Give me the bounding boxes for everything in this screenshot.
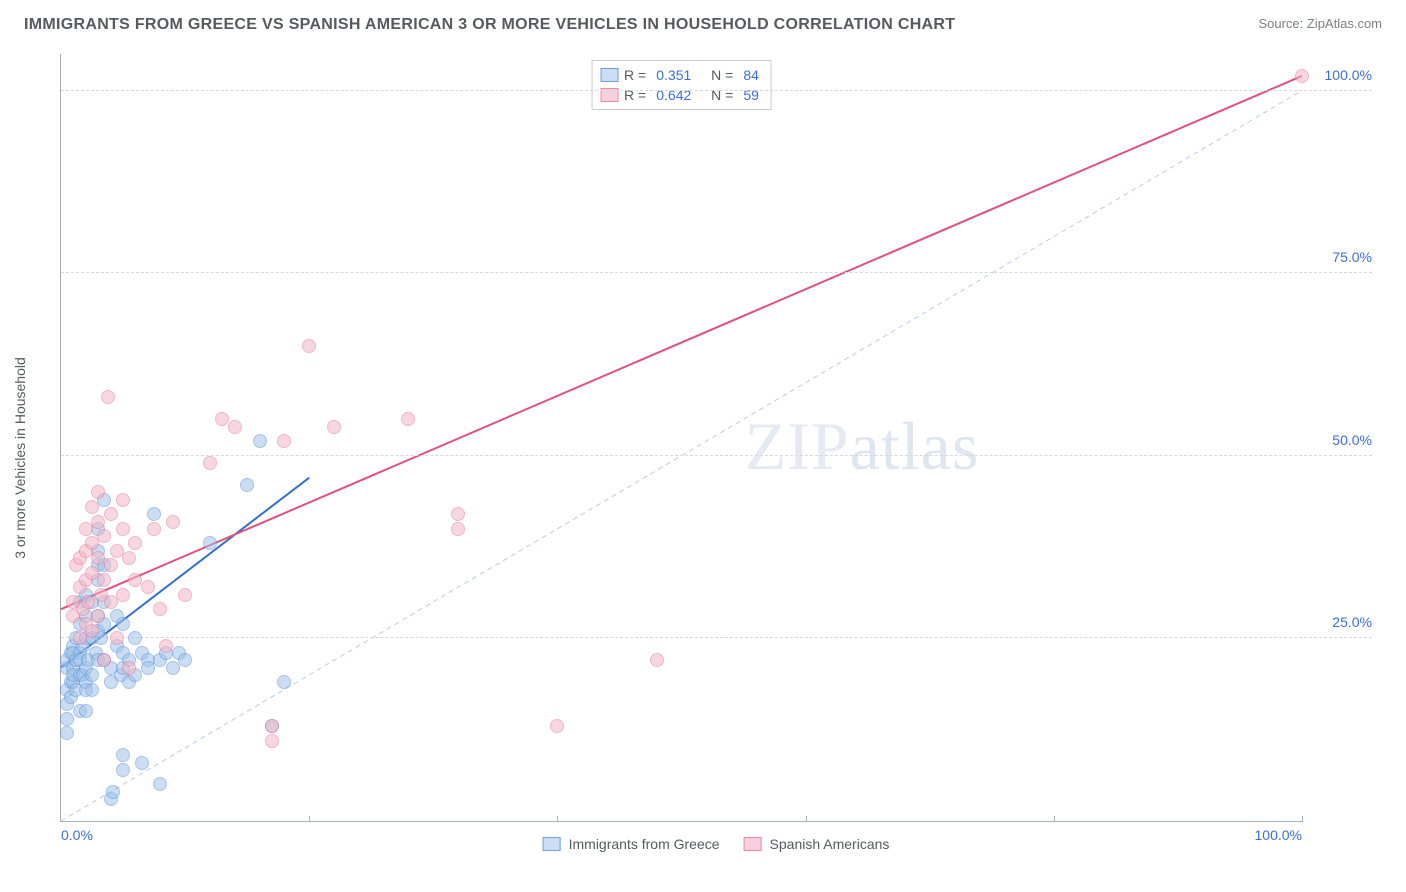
- x-tick-label: 0.0%: [61, 827, 93, 843]
- scatter-point-spanish: [122, 551, 136, 565]
- scatter-point-greece: [60, 726, 74, 740]
- scatter-point-spanish: [159, 639, 173, 653]
- scatter-point-spanish: [91, 609, 105, 623]
- header: IMMIGRANTS FROM GREECE VS SPANISH AMERIC…: [0, 0, 1406, 34]
- scatter-point-spanish: [277, 434, 291, 448]
- y-axis-label: 3 or more Vehicles in Household: [12, 357, 28, 559]
- gridline-v: [309, 816, 310, 822]
- watermark-text-b: atlas: [850, 408, 980, 484]
- scatter-point-spanish: [101, 390, 115, 404]
- scatter-point-greece: [116, 617, 130, 631]
- scatter-point-spanish: [327, 420, 341, 434]
- scatter-point-spanish: [85, 500, 99, 514]
- plot-area: ZIPatlas R = 0.351 N = 84 R = 0.642 N = …: [60, 54, 1302, 822]
- scatter-point-spanish: [110, 631, 124, 645]
- gridline-h: [61, 272, 1372, 273]
- r-label: R =: [624, 65, 646, 85]
- scatter-point-spanish: [97, 653, 111, 667]
- scatter-point-spanish: [141, 580, 155, 594]
- scatter-point-greece: [116, 763, 130, 777]
- n-label: N =: [711, 65, 733, 85]
- swatch-greece: [600, 68, 618, 82]
- scatter-point-greece: [85, 668, 99, 682]
- watermark-text-a: ZIP: [745, 408, 850, 484]
- r-label: R =: [624, 85, 646, 105]
- scatter-point-spanish: [97, 573, 111, 587]
- scatter-point-spanish: [650, 653, 664, 667]
- source-attribution: Source: ZipAtlas.com: [1258, 16, 1382, 31]
- n-value-greece: 84: [743, 65, 759, 85]
- y-tick-label: 100.0%: [1312, 67, 1372, 83]
- scatter-point-spanish: [104, 507, 118, 521]
- scatter-point-spanish: [153, 602, 167, 616]
- legend-label-spanish: Spanish Americans: [770, 836, 890, 852]
- scatter-point-spanish: [1295, 69, 1309, 83]
- gridline-v: [1302, 816, 1303, 822]
- scatter-point-greece: [203, 536, 217, 550]
- scatter-point-spanish: [203, 456, 217, 470]
- gridline-h: [61, 455, 1372, 456]
- chart-title: IMMIGRANTS FROM GREECE VS SPANISH AMERIC…: [24, 16, 955, 34]
- y-tick-label: 75.0%: [1312, 249, 1372, 265]
- scatter-point-spanish: [178, 588, 192, 602]
- scatter-point-greece: [79, 704, 93, 718]
- gridline-v: [1054, 816, 1055, 822]
- scatter-point-greece: [116, 748, 130, 762]
- scatter-point-spanish: [401, 412, 415, 426]
- gridline-h: [61, 637, 1372, 638]
- scatter-point-spanish: [302, 339, 316, 353]
- scatter-point-spanish: [128, 536, 142, 550]
- gridline-h: [61, 90, 1372, 91]
- chart-container: 3 or more Vehicles in Household ZIPatlas…: [50, 54, 1382, 862]
- scatter-point-spanish: [85, 624, 99, 638]
- scatter-point-spanish: [550, 719, 564, 733]
- legend-item-spanish: Spanish Americans: [744, 836, 890, 852]
- r-value-spanish: 0.642: [656, 85, 691, 105]
- scatter-point-spanish: [116, 493, 130, 507]
- y-tick-label: 25.0%: [1312, 614, 1372, 630]
- n-label: N =: [711, 85, 733, 105]
- scatter-point-spanish: [166, 515, 180, 529]
- scatter-point-greece: [147, 507, 161, 521]
- gridline-v: [806, 816, 807, 822]
- scatter-point-spanish: [228, 420, 242, 434]
- scatter-point-greece: [240, 478, 254, 492]
- swatch-greece: [543, 837, 561, 851]
- scatter-point-spanish: [451, 522, 465, 536]
- scatter-point-spanish: [116, 588, 130, 602]
- legend-item-greece: Immigrants from Greece: [543, 836, 720, 852]
- y-tick-label: 50.0%: [1312, 432, 1372, 448]
- trend-lines-layer: [61, 54, 1302, 821]
- scatter-point-spanish: [265, 719, 279, 733]
- watermark: ZIPatlas: [745, 407, 980, 486]
- x-tick-label: 100.0%: [1255, 827, 1302, 843]
- swatch-spanish: [744, 837, 762, 851]
- scatter-point-greece: [277, 675, 291, 689]
- scatter-point-greece: [85, 683, 99, 697]
- scatter-point-spanish: [91, 485, 105, 499]
- gridline-v: [557, 816, 558, 822]
- n-value-spanish: 59: [743, 85, 759, 105]
- legend-row-greece: R = 0.351 N = 84: [600, 65, 763, 85]
- scatter-point-spanish: [265, 734, 279, 748]
- legend-row-spanish: R = 0.642 N = 59: [600, 85, 763, 105]
- correlation-legend: R = 0.351 N = 84 R = 0.642 N = 59: [591, 60, 772, 110]
- series-legend: Immigrants from Greece Spanish Americans: [543, 836, 890, 852]
- scatter-point-greece: [135, 756, 149, 770]
- legend-label-greece: Immigrants from Greece: [569, 836, 720, 852]
- scatter-point-spanish: [451, 507, 465, 521]
- scatter-point-greece: [153, 777, 167, 791]
- scatter-point-spanish: [116, 522, 130, 536]
- scatter-point-spanish: [122, 661, 136, 675]
- scatter-point-greece: [178, 653, 192, 667]
- scatter-point-greece: [106, 785, 120, 799]
- scatter-point-greece: [253, 434, 267, 448]
- scatter-point-spanish: [147, 522, 161, 536]
- scatter-point-spanish: [97, 529, 111, 543]
- scatter-point-greece: [128, 631, 142, 645]
- r-value-greece: 0.351: [656, 65, 691, 85]
- scatter-point-spanish: [104, 558, 118, 572]
